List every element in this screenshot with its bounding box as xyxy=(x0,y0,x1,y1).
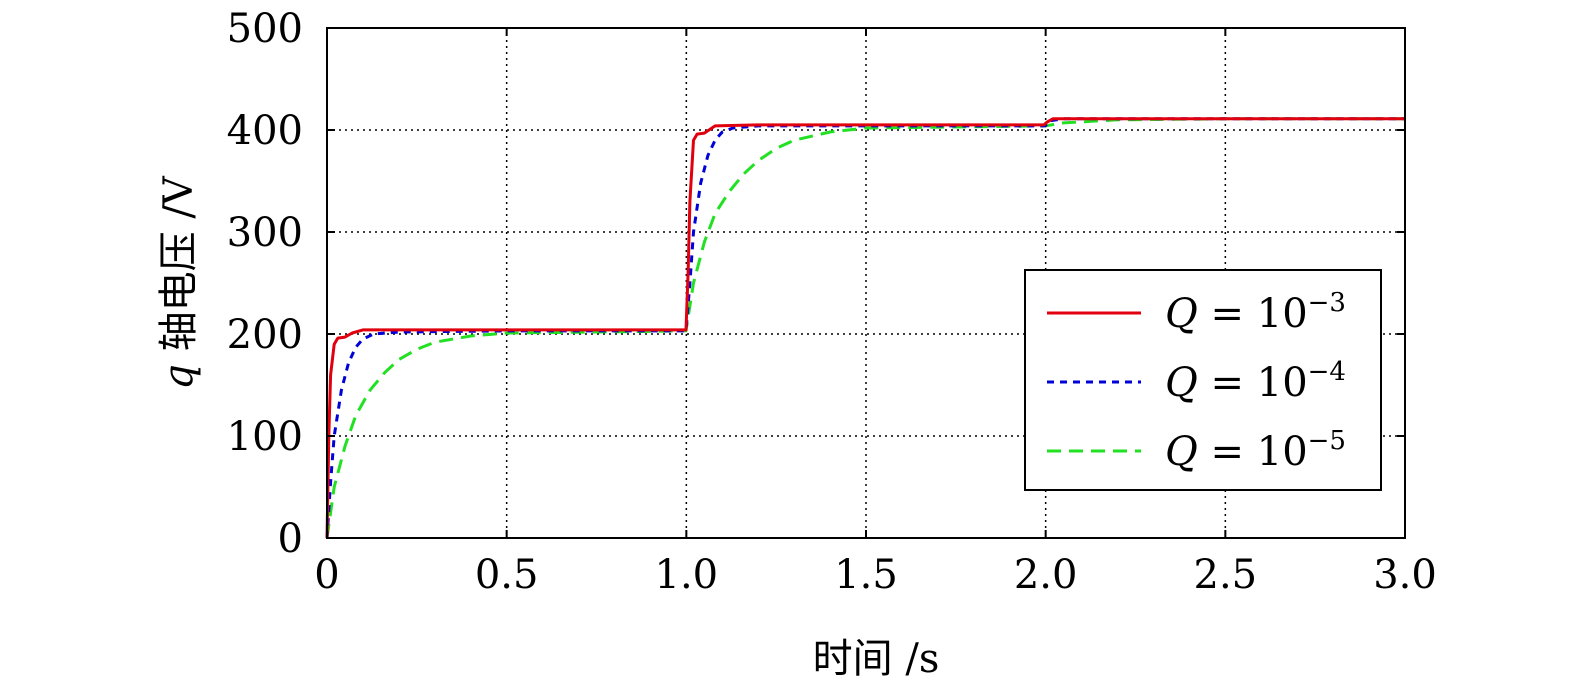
grid xyxy=(327,28,1405,538)
x-tick-label: 0 xyxy=(314,552,339,598)
y-tick-label: 300 xyxy=(227,210,303,256)
ticks xyxy=(326,27,1406,539)
legend-label-var: Q xyxy=(1165,360,1198,406)
legend-label-1: Q = 10−3 xyxy=(1165,288,1346,337)
y-axis-label-text: 轴电压 /V xyxy=(156,175,202,364)
legend-label-var: Q xyxy=(1165,291,1198,337)
legend-box xyxy=(1024,269,1382,491)
x-tick-label: 1.0 xyxy=(655,552,719,598)
x-tick-label: 2.5 xyxy=(1194,552,1258,598)
y-tick-label: 200 xyxy=(227,312,303,358)
x-tick-label: 2.0 xyxy=(1014,552,1078,598)
legend-label-2: Q = 10−4 xyxy=(1165,357,1346,406)
series-layer xyxy=(325,117,1405,539)
legend-label-var: Q xyxy=(1165,429,1198,475)
x-tick-label: 1.5 xyxy=(834,552,898,598)
x-tick-label: 0.5 xyxy=(475,552,539,598)
legend-label-exp: −3 xyxy=(1308,288,1346,318)
legend-items: Q = 10−3Q = 10−4Q = 10−5 xyxy=(1047,288,1346,475)
legend-label-3: Q = 10−5 xyxy=(1165,426,1346,475)
y-axis-label: q 轴电压 /V xyxy=(156,175,202,390)
legend: Q = 10−3Q = 10−4Q = 10−5 xyxy=(1024,269,1382,491)
series-line-2 xyxy=(325,117,1405,539)
y-tick-label: 0 xyxy=(278,516,303,562)
legend-label-eq: = 10 xyxy=(1198,429,1308,475)
legend-label-eq: = 10 xyxy=(1198,360,1308,406)
tick-labels: 0 0.5 1.0 1.5 2.0 2.5 3.0 0 100 200 300 400 500 xyxy=(227,6,1437,598)
x-axis-label: 时间 /s xyxy=(813,636,940,682)
legend-label-eq: = 10 xyxy=(1198,291,1308,337)
y-tick-label: 400 xyxy=(227,108,303,154)
series-line-1 xyxy=(325,117,1405,539)
legend-label-exp: −5 xyxy=(1308,426,1346,456)
y-tick-label: 100 xyxy=(227,414,303,460)
y-tick-label: 500 xyxy=(227,6,303,52)
y-axis-label-var: q xyxy=(156,364,202,390)
series-line-3 xyxy=(325,117,1405,539)
legend-label-exp: −4 xyxy=(1308,357,1346,387)
x-tick-label: 3.0 xyxy=(1373,552,1437,598)
